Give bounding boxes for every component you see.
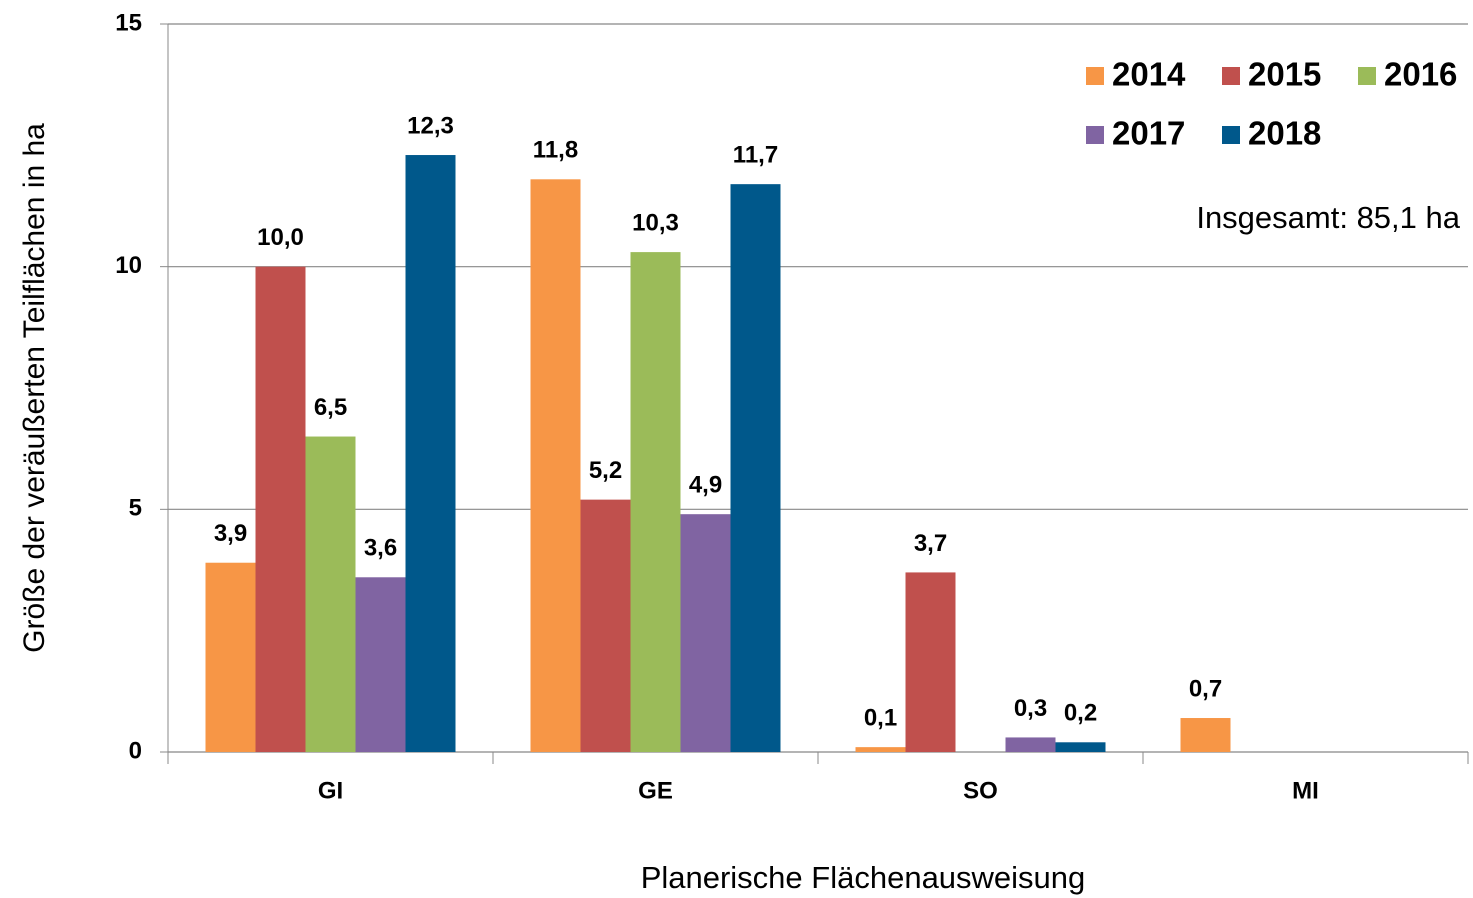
annotation: Insgesamt: 85,1 ha <box>1196 200 1460 235</box>
bar <box>905 572 956 752</box>
y-tick-label: 0 <box>129 737 142 764</box>
value-label: 3,9 <box>214 520 247 547</box>
value-label: 0,2 <box>1064 700 1097 727</box>
legend-swatch <box>1222 126 1240 144</box>
value-label: 0,3 <box>1014 695 1047 722</box>
value-label: 5,2 <box>589 457 622 484</box>
y-tick-label: 5 <box>129 495 142 522</box>
bar <box>1005 737 1056 752</box>
legend-swatch <box>1086 126 1104 144</box>
value-label: 11,7 <box>733 142 778 169</box>
bar <box>1055 742 1106 752</box>
bar <box>305 436 356 752</box>
legend-label: 2016 <box>1384 56 1457 93</box>
bar <box>1180 718 1231 752</box>
value-label: 0,1 <box>864 704 897 731</box>
bar <box>580 499 631 752</box>
value-label: 0,7 <box>1189 675 1222 702</box>
legend-label: 2018 <box>1248 115 1321 152</box>
bar <box>680 514 731 752</box>
legend-label: 2017 <box>1112 115 1185 152</box>
bar <box>530 179 581 753</box>
x-tick-label: MI <box>1292 777 1319 804</box>
value-label: 4,9 <box>689 472 722 499</box>
y-tick-label: 10 <box>115 252 142 279</box>
legend-swatch <box>1222 67 1240 85</box>
bar <box>405 155 456 753</box>
value-label: 3,6 <box>364 535 397 562</box>
bar <box>630 252 681 752</box>
y-axis-title: Größe der veräußerten Teilflächen in ha <box>18 123 51 653</box>
x-tick-label: SO <box>963 777 998 804</box>
value-label: 11,8 <box>533 137 578 164</box>
bar <box>205 562 256 752</box>
legend-swatch <box>1358 67 1376 85</box>
value-label: 12,3 <box>407 112 454 139</box>
legend-label: 2014 <box>1112 56 1186 93</box>
x-tick-label: GI <box>318 777 343 804</box>
value-label: 6,5 <box>314 394 347 421</box>
value-label: 10,3 <box>632 209 679 236</box>
value-label: 10,0 <box>257 224 304 251</box>
bar <box>855 747 906 752</box>
legend-label: 2015 <box>1248 56 1321 93</box>
bar <box>730 184 781 752</box>
value-label: 3,7 <box>914 530 947 557</box>
bar <box>355 577 406 752</box>
x-axis-title: Planerische Flächenausweisung <box>641 860 1086 895</box>
legend-swatch <box>1086 67 1104 85</box>
bar <box>255 266 306 752</box>
y-tick-label: 15 <box>115 9 142 36</box>
x-tick-label: GE <box>638 777 673 804</box>
